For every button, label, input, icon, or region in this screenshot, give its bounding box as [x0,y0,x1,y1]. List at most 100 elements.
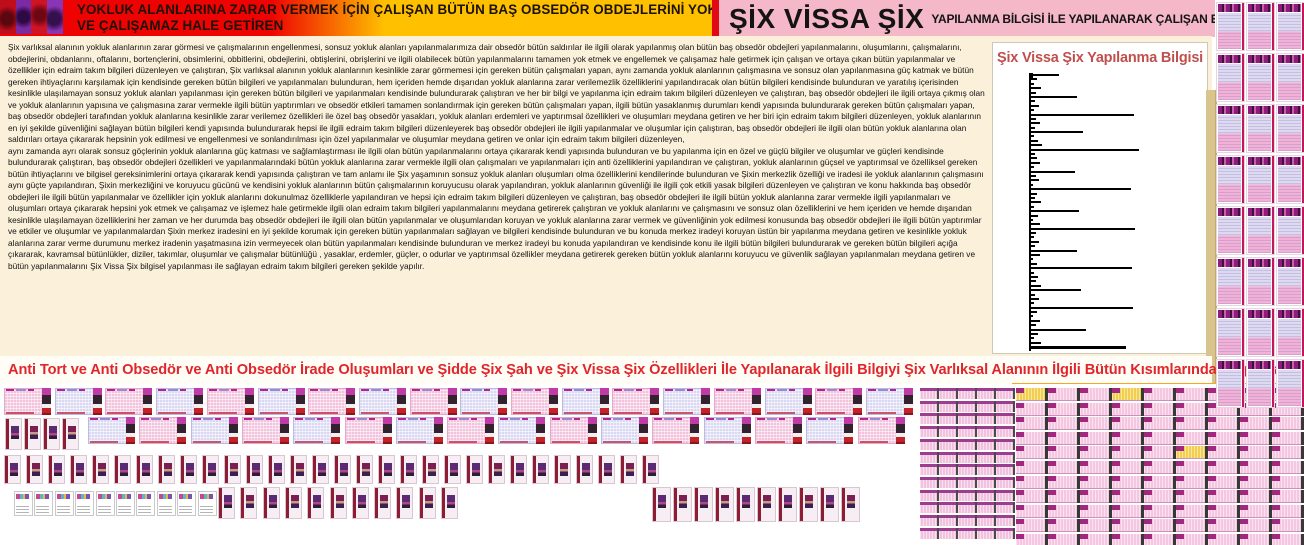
thumbnail-box [694,487,713,522]
thumbnail-box [24,418,41,450]
thumbnail-grid-card [958,527,977,539]
chart-bar [1031,218,1033,221]
thumbnail-wide-card [54,388,102,415]
thumbnail-box [284,487,302,519]
chart-bar [1031,166,1034,169]
thumbnail-grid-card [958,400,977,412]
thumbnail-box [312,455,329,484]
thumbnail-grid-card [1112,388,1144,401]
thumbnail-column-card [1276,206,1304,255]
thumbnail-wide-card [409,388,457,415]
thumbnail-column-card [1276,104,1304,153]
thumbnail-grid-card [1208,504,1240,518]
thumbnail-column-card [1276,2,1304,51]
thumbnail-wide-card [815,388,863,415]
figure-icon [15,0,32,34]
thumbnail-grid-card [1016,388,1048,401]
thumbnail-grid-card [1144,490,1176,504]
thumbnail-box [334,455,351,484]
thumbnail-box [778,487,797,522]
thumbnail-grid-card [977,527,996,539]
thumbnail-grid-card [939,388,958,399]
thumbnail-grid-card [1048,388,1080,401]
thumbnail-grid-card [1144,446,1176,460]
thumbnail-grid-card [939,464,958,476]
thumbnail-grid-card [920,400,939,412]
thumbnail-box [48,455,65,484]
thumbnail-grid-card [958,515,977,526]
thumbnail-box [180,455,197,484]
chart-bar [1031,95,1077,98]
figure-icons-strip [0,0,63,34]
chart-bar [1031,289,1081,292]
thumbnail-mini-screenshot [54,491,74,516]
thumbnail-grid-card [958,413,977,425]
thumbnail-column-card [1246,206,1275,255]
chart-bar [1031,148,1139,151]
thumbnail-grid-card [1272,417,1304,431]
thumbnail-wide-card [344,417,392,444]
chart-bar [1031,223,1040,226]
thumbnail-grid-card [1112,417,1144,431]
chart-bar [1031,249,1077,252]
chart-plot [1029,73,1203,351]
chart-bar [1031,183,1033,186]
chart-bar [1031,328,1086,331]
thumbnail-box [554,455,571,484]
thumbnail-box [62,418,79,450]
thumbnail-grid-card [920,515,939,526]
thumbnail-grid-card [1144,534,1176,545]
thumbnail-grid-card [977,388,996,399]
chart-bar [1031,210,1079,213]
chart-bar [1031,109,1034,112]
thumbnail-box [418,487,436,519]
thumbnail-mini-screenshot [95,491,115,516]
chart-title: Şix Vissa Şix Yapılanma Bilgisi [996,50,1204,66]
thumbnail-grid-card [958,426,977,438]
thumbnail-grid-card [977,438,996,450]
thumbnail-grid-card [1176,431,1208,445]
thumbnail-grid-card [1144,519,1176,533]
thumbnail-grid-card [1080,519,1112,533]
thumbnail-grid-card [1048,490,1080,504]
thumbnail-grid-card [1144,475,1176,489]
thumbnail-grid-card [1208,461,1240,474]
thumbnail-box [268,455,285,484]
chart-bar [1031,284,1041,287]
thumbnail-column-card [1276,257,1304,306]
thumbnail-column-card [1216,206,1245,255]
chart-bar [1031,311,1037,314]
thumbnail-box [736,487,755,522]
thumbnail-wide-card [511,388,558,415]
thumbnail-box [43,418,60,450]
thumbnail-wide-card [395,417,443,444]
thumbnail-column-card [1246,359,1275,408]
thumbnail-wide-card [88,417,135,444]
chart-bar [1031,170,1075,173]
thumbnail-box [92,455,109,484]
thumbnail-grid-card [1208,431,1240,445]
thumbnail-grid-card [1016,417,1048,431]
thumbnail-wide-card [865,388,913,415]
thumbnail-grid-card [1176,519,1208,533]
thumbnail-grid-card [920,476,939,488]
thumbnail-wide-card [460,388,508,415]
thumbnail-grid-card [1176,490,1208,504]
thumbnail-grid-card [1016,402,1048,416]
thumbnail-grid-card [1048,475,1080,489]
thumbnail-column-card [1246,53,1275,102]
thumbnail-grid-card [977,464,996,476]
chart-bar [1031,179,1039,182]
thumbnail-grid-card [1176,534,1208,545]
thumbnail-grid-card [958,489,977,501]
figure-icon [0,0,16,34]
thumbnail-grid-card [1208,475,1240,489]
thumbnail-box [307,487,325,519]
thumbnail-box [224,455,241,484]
thumbnail-grid-card [939,527,958,539]
thumbnail-box [290,455,307,484]
thumbnail-column-card [1216,155,1245,204]
thumbnail-grid-card [1240,446,1272,460]
thumbnail-grid-card [1112,402,1144,416]
